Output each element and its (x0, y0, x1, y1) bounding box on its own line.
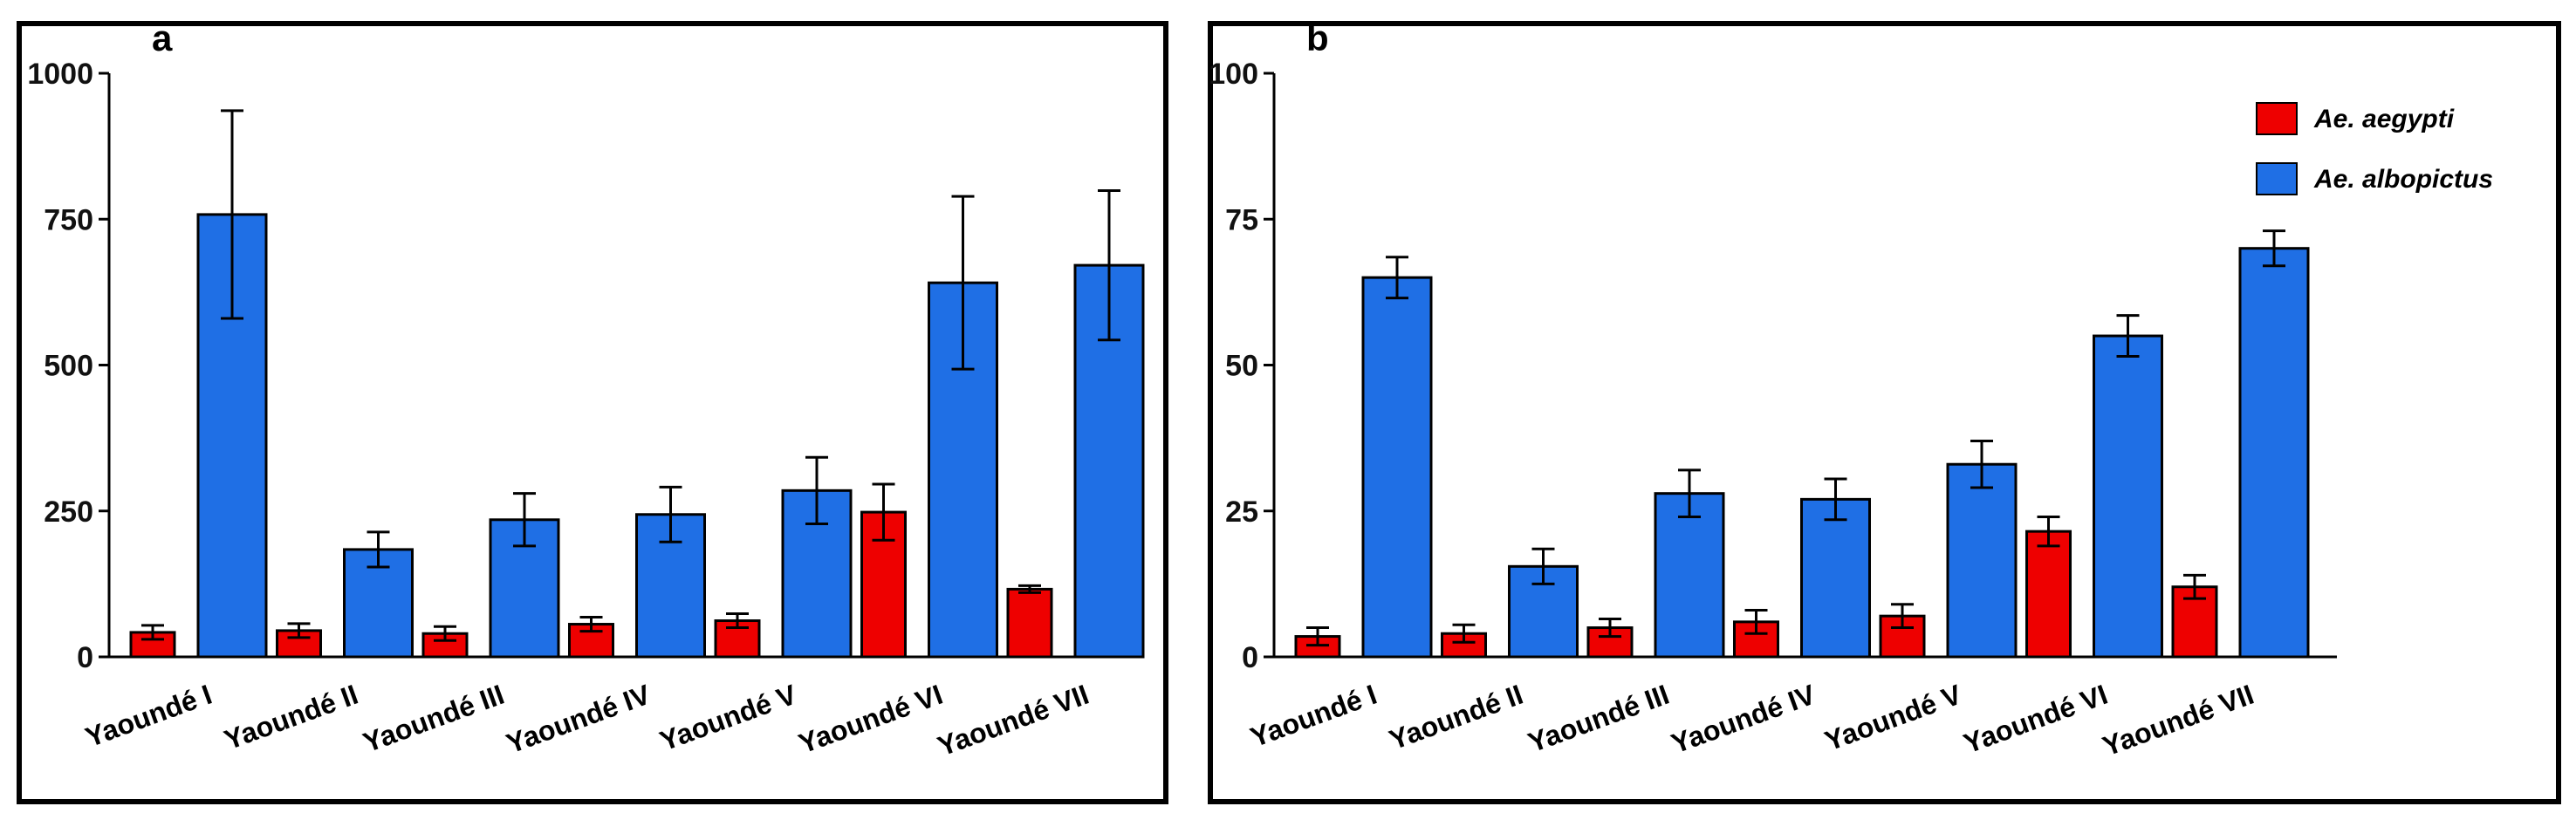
panel-a-error-bar (221, 109, 243, 320)
panel-a-error-bar (513, 492, 536, 548)
panel-b-error-bar (1386, 256, 1408, 300)
panel-a-error-bar (1098, 188, 1120, 342)
panel-a-error-bar (951, 195, 975, 371)
panel-b-bar-albopictus (1361, 276, 1433, 659)
legend-swatch-albopictus (2256, 162, 2298, 195)
panel-b-frame (1208, 21, 2561, 804)
panel-b-y-tick-label: 50 (1225, 350, 1258, 383)
panel-b-bar-albopictus (1654, 492, 1725, 659)
panel-b-error-bar (2116, 314, 2140, 358)
panel-a-error-bar (872, 482, 895, 542)
panel-b-bar-albopictus (2093, 334, 2163, 659)
panel-a-error-bar (1018, 584, 1041, 594)
panel-a-y-tick-label: 500 (44, 350, 93, 383)
panel-a-y-tick-label: 1000 (27, 58, 93, 91)
panel-b-error-bar (1306, 626, 1329, 647)
panel-a-bar-aegypti (1006, 587, 1053, 659)
panel-b-error-bar (1452, 623, 1476, 644)
panel-a-bar-aegypti (276, 629, 322, 659)
panel-a-label: a (152, 17, 173, 58)
panel-b-error-bar (2183, 573, 2206, 600)
panel-b-y-tick-label: 100 (1209, 58, 1258, 91)
panel-b-y-tick-label: 75 (1225, 203, 1258, 236)
panel-b-bar-albopictus (2238, 247, 2310, 659)
panel-a-error-bar (726, 612, 749, 630)
panel-b-bar-albopictus (1946, 462, 2018, 659)
panel-b-bar-albopictus (1800, 497, 1871, 659)
panel-b-error-bar (2263, 229, 2285, 268)
panel-b-error-bar (1531, 547, 1555, 585)
legend-swatch-aegypti (2256, 102, 2298, 135)
panel-a-error-bar (367, 530, 390, 569)
panel-a-error-bar (805, 455, 828, 525)
panel-b-error-bar (1599, 618, 1621, 639)
panel-b-error-bar (1824, 477, 1847, 522)
panel-b-error-bar (1744, 608, 1768, 635)
panel-a-error-bar (579, 616, 603, 633)
panel-b-y-tick-label: 0 (1242, 641, 1258, 674)
panel-a-error-bar (434, 625, 456, 642)
panel-a-error-bar (287, 622, 311, 639)
panel-a-error-bar (141, 624, 164, 641)
panel-b-label: b (1306, 17, 1329, 58)
panel-b-error-bar (1891, 603, 1914, 630)
panel-a-y-tick-label: 750 (44, 203, 93, 236)
panel-a-y-tick-label: 250 (44, 495, 93, 529)
legend-label-aegypti: Ae. aegypti (2313, 105, 2455, 133)
panel-b-y-tick-label: 25 (1225, 495, 1258, 529)
panel-b-error-bar (1678, 468, 1701, 518)
panel-a-error-bar (659, 485, 682, 543)
panel-b-error-bar (2037, 515, 2060, 548)
legend: Ae. aegypti Ae. albopictus (2256, 102, 2493, 195)
panel-b-error-bar (1970, 439, 1993, 489)
panel-b-bar-aegypti (2025, 530, 2072, 659)
panel-a-y-tick-label: 0 (77, 641, 93, 674)
legend-label-albopictus: Ae. albopictus (2313, 165, 2493, 194)
